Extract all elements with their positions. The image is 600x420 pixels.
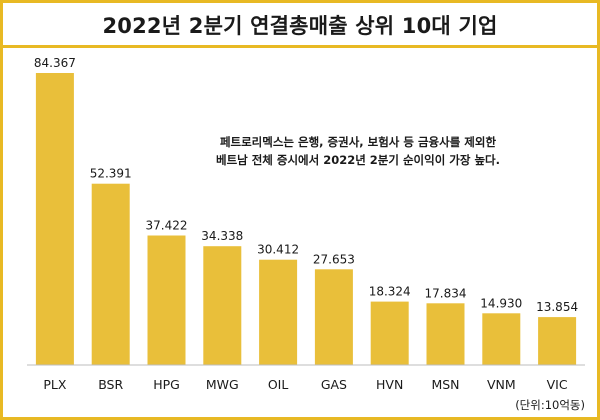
category-label-hpg: HPG [153, 377, 180, 392]
unit-label: (단위:10억동) [515, 398, 585, 412]
category-label-vic: VIC [547, 377, 568, 392]
category-label-vnm: VNM [487, 377, 516, 392]
category-label-oil: OIL [268, 377, 289, 392]
bar-hvn [370, 301, 409, 365]
value-label-oil: 30.412 [257, 243, 299, 257]
bar-hpg [147, 235, 186, 365]
category-label-hvn: HVN [376, 377, 403, 392]
bar-msn [426, 303, 465, 365]
bar-gas [314, 269, 353, 365]
bar-chart: 84.367 52.391 37.422 34.338 30.412 27.653 18.3… [27, 56, 585, 392]
annotation-line-1: 페트로리멕스는 은행, 증권사, 보험사 등 금융사를 제외한 [219, 135, 497, 149]
value-label-vnm: 14.930 [480, 296, 522, 310]
value-label-hvn: 18.324 [369, 285, 411, 299]
category-label-bsr: BSR [98, 377, 123, 392]
category-label-plx: PLX [43, 377, 67, 392]
value-label-gas: 27.653 [313, 252, 355, 266]
category-label-msn: MSN [431, 377, 459, 392]
value-label-bsr: 52.391 [90, 167, 132, 181]
value-label-mwg: 34.338 [201, 229, 243, 243]
value-label-msn: 17.834 [425, 286, 467, 300]
value-label-plx: 84.367 [34, 56, 76, 70]
bar-vnm [482, 313, 521, 365]
bar-vic [538, 317, 577, 365]
category-label-gas: GAS [321, 377, 347, 392]
bar-plx [35, 73, 74, 365]
bar-mwg [203, 246, 242, 365]
annotation-line-2: 베트남 전체 증시에서 2022년 2분기 순이익이 가장 높다. [215, 153, 500, 167]
chart-annotation: 페트로리멕스는 은행, 증권사, 보험사 등 금융사를 제외한 베트남 전체 증… [178, 133, 538, 169]
value-label-hpg: 37.422 [146, 219, 188, 233]
bar-oil [259, 259, 298, 365]
bar-bsr [91, 183, 130, 365]
title-divider [3, 45, 597, 48]
category-label-mwg: MWG [206, 377, 239, 392]
chart-title: 2022년 2분기 연결총매출 상위 10대 기업 [102, 14, 498, 38]
value-label-vic: 13.854 [536, 300, 578, 314]
